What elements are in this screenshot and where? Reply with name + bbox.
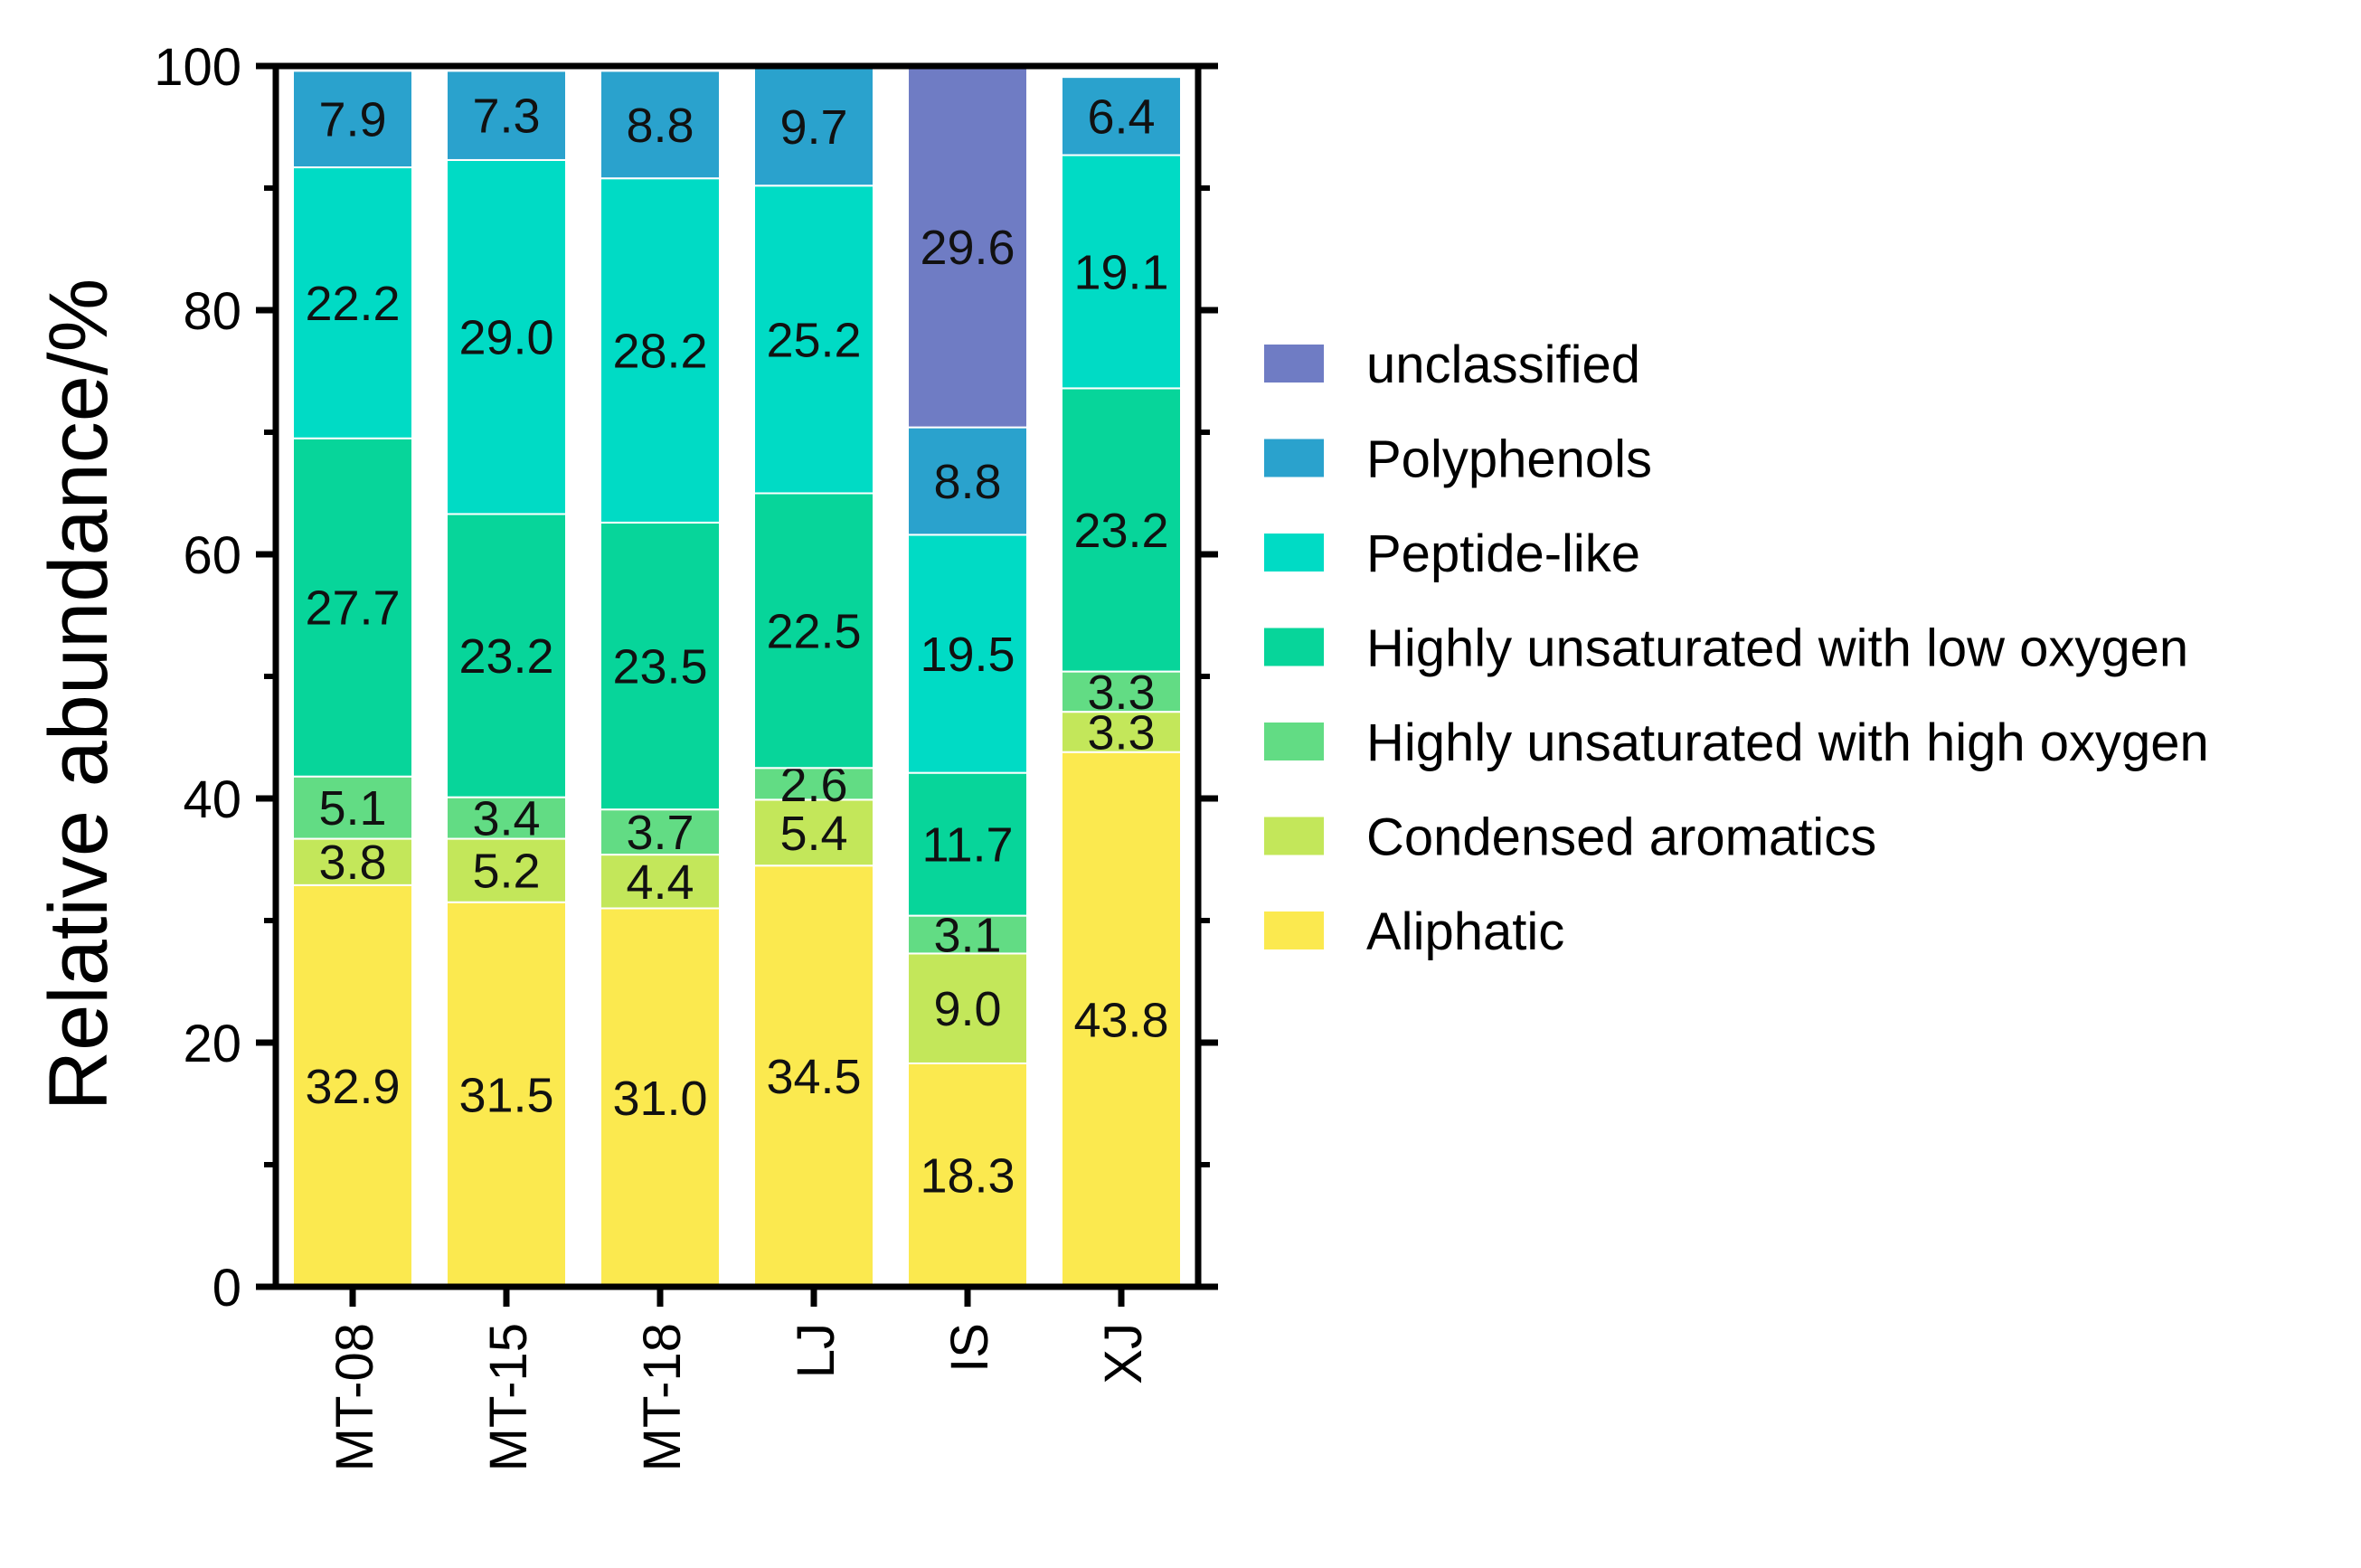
bar-xj-polyphenols [1061,76,1182,156]
data-label-is-peptide-like: 19.5 [920,628,1015,682]
data-label-xj-highly-unsaturated-with-high-oxygen: 3.3 [1087,666,1155,720]
legend-swatch-peptide-like [1264,534,1324,571]
x-tick-label-is: IS [940,1323,999,1373]
data-label-mt-18-highly-unsaturated-with-low-oxygen: 23.5 [612,640,707,694]
legend-swatch-polyphenols [1264,439,1324,477]
data-label-xj-polyphenols: 6.4 [1087,90,1155,144]
data-label-mt-15-condensed-aromatics: 5.2 [472,845,540,899]
bar-lj-polyphenols [753,66,874,187]
data-label-xj-peptide-like: 19.1 [1073,245,1168,299]
data-label-mt-08-aliphatic: 32.9 [305,1060,400,1114]
bar-mt-08-aliphatic [292,883,413,1288]
data-label-lj-aliphatic: 34.5 [766,1050,861,1104]
legend-label-highly-unsaturated-with-low-oxygen: Highly unsaturated with low oxygen [1366,619,2188,678]
data-label-xj-condensed-aromatics: 3.3 [1087,705,1155,760]
data-label-is-condensed-aromatics: 9.0 [933,982,1001,1036]
data-label-lj-peptide-like: 25.2 [766,313,861,367]
data-label-is-highly-unsaturated-with-high-oxygen: 3.1 [933,909,1001,963]
bar-mt-15-highly-unsaturated-with-high-oxygen [446,796,567,840]
x-tick-label-lj: LJ [787,1323,845,1378]
data-label-mt-18-condensed-aromatics: 4.4 [626,855,694,910]
x-tick-label-xj: XJ [1094,1323,1153,1384]
legend-label-highly-unsaturated-with-high-oxygen: Highly unsaturated with high oxygen [1366,713,2209,772]
bar-mt-15-condensed-aromatics [446,837,567,903]
legend-label-condensed-aromatics: Condensed aromatics [1366,808,1876,867]
data-label-mt-08-condensed-aromatics: 3.8 [318,836,386,890]
bars-layer: 32.9 3.85.1 27.7 22.2 7.9 31.5 5.23.4 23.2 29.0 7… [292,65,1182,1288]
bar-mt-18-polyphenols [600,70,721,180]
bar-lj-peptide-like [753,184,874,495]
bar-xj-highly-unsaturated-with-low-oxygen [1061,387,1182,673]
legend-swatch-condensed-aromatics [1264,817,1324,855]
y-tick-label: 40 [183,770,241,829]
bar-mt-15-peptide-like [446,158,567,515]
legend-swatch-unclassified [1264,345,1324,383]
legend-label-peptide-like: Peptide-like [1366,524,1640,583]
bar-is-peptide-like [907,534,1028,774]
data-label-mt-15-highly-unsaturated-with-low-oxygen: 23.2 [458,629,553,684]
data-label-lj-condensed-aromatics: 5.4 [779,807,847,861]
data-label-mt-18-peptide-like: 28.2 [612,325,707,379]
data-label-is-polyphenols: 8.8 [933,455,1001,509]
bar-mt-15-highly-unsaturated-with-low-oxygen [446,513,567,798]
bar-is-unclassified [907,65,1028,429]
legend: unclassified Polyphenols Peptide-like Highl… [1264,335,2209,961]
data-label-mt-15-aliphatic: 31.5 [458,1068,553,1122]
data-label-mt-18-highly-unsaturated-with-high-oxygen: 3.7 [626,806,694,860]
bar-mt-18-peptide-like [600,177,721,524]
data-label-mt-18-aliphatic: 31.0 [612,1072,707,1126]
data-label-mt-15-polyphenols: 7.3 [472,90,540,144]
data-label-mt-15-peptide-like: 29.0 [458,311,553,365]
bar-lj-highly-unsaturated-with-low-oxygen [753,492,874,770]
bar-lj-aliphatic [753,864,874,1288]
data-label-lj-polyphenols: 9.7 [779,100,847,155]
data-label-mt-15-highly-unsaturated-with-high-oxygen: 3.4 [472,792,540,846]
legend-label-polyphenols: Polyphenols [1366,430,1652,489]
bar-mt-18-aliphatic [600,907,721,1288]
bar-mt-08-highly-unsaturated-with-low-oxygen [292,437,413,778]
data-label-mt-08-highly-unsaturated-with-low-oxygen: 27.7 [305,581,400,636]
data-label-mt-08-polyphenols: 7.9 [318,93,386,147]
bar-is-polyphenols [907,426,1028,536]
y-tick-label: 80 [183,282,241,341]
data-label-is-aliphatic: 18.3 [920,1148,1015,1203]
bar-mt-08-peptide-like [292,166,413,439]
bar-mt-15-polyphenols [446,70,567,161]
bar-xj-highly-unsaturated-with-high-oxygen [1061,670,1182,713]
x-tick-label-mt-18: MT-18 [633,1323,692,1471]
x-tick-label-mt-08: MT-08 [326,1323,384,1471]
axes-layer: 0 20 40 60 80 100 MT-08 MT-15 MT-18 LJ IS XJ [154,38,1218,1471]
data-label-xj-aliphatic: 43.8 [1073,993,1168,1047]
data-label-xj-highly-unsaturated-with-low-oxygen: 23.2 [1073,504,1168,558]
bar-is-highly-unsaturated-with-low-oxygen [907,771,1028,917]
legend-label-aliphatic: Aliphatic [1366,902,1564,961]
data-label-is-unclassified: 29.6 [920,221,1015,275]
y-axis-title: Relative abundance/% [33,279,125,1111]
legend-swatch-aliphatic [1264,912,1324,949]
bar-mt-08-polyphenols [292,70,413,169]
data-label-mt-08-highly-unsaturated-with-high-oxygen: 5.1 [318,781,386,836]
y-tick-label: 60 [183,526,241,585]
y-tick-label: 0 [212,1259,241,1318]
y-tick-label: 100 [154,38,241,97]
x-tick-label-mt-15: MT-15 [479,1323,538,1471]
legend-label-unclassified: unclassified [1366,335,1640,394]
data-label-is-highly-unsaturated-with-low-oxygen: 11.7 [921,818,1013,873]
bar-mt-18-highly-unsaturated-with-low-oxygen [600,521,721,811]
bar-mt-18-highly-unsaturated-with-high-oxygen [600,808,721,856]
y-tick-label: 20 [183,1015,241,1073]
data-label-lj-highly-unsaturated-with-low-oxygen: 22.5 [766,604,861,658]
bar-lj-condensed-aromatics [753,798,874,867]
data-label-mt-08-peptide-like: 22.2 [305,277,400,331]
legend-swatch-highly-unsaturated-with-low-oxygen [1264,628,1324,666]
bar-xj-aliphatic [1061,751,1182,1288]
data-label-mt-18-polyphenols: 8.8 [626,99,694,153]
bar-mt-08-condensed-aromatics [292,837,413,886]
bar-is-aliphatic [907,1062,1028,1288]
bar-is-condensed-aromatics [907,952,1028,1064]
legend-swatch-highly-unsaturated-with-high-oxygen [1264,723,1324,760]
